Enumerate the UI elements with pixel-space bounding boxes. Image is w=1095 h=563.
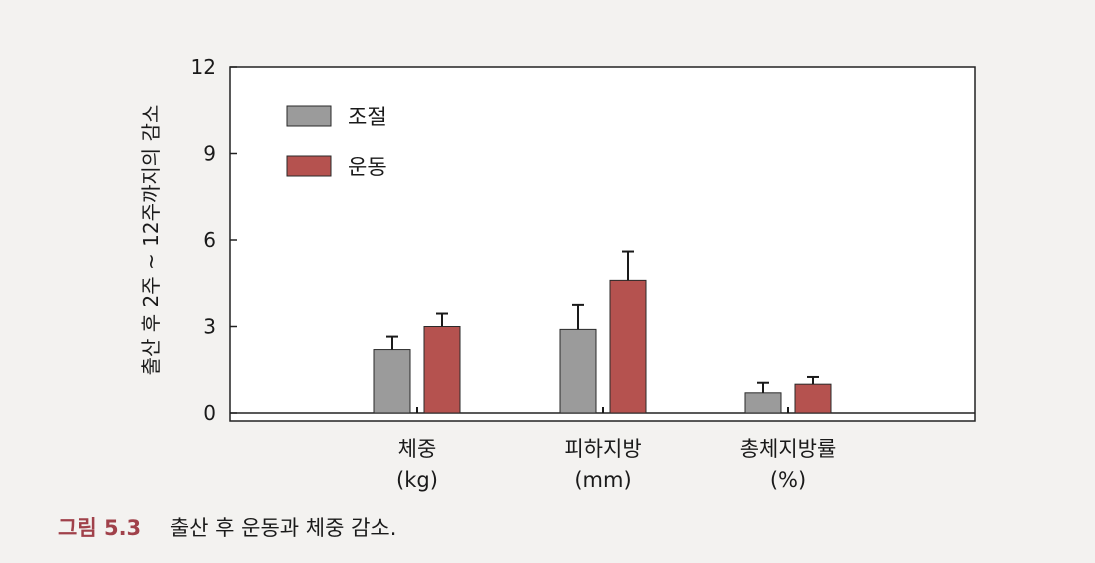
x-tick-label: 체중 [398,437,437,461]
legend-swatch [286,105,332,127]
y-tick-label: 0 [203,401,216,425]
bar-운동 [423,326,461,414]
bar-조절 [559,328,597,414]
x-axis-labels: 체중 (kg) 피하지방 (mm) 총체지방률 (%) [396,437,836,492]
bar-운동 [794,383,832,414]
bars [373,250,832,414]
x-tick-unit: (%) [770,468,806,492]
figure-number: 그림 5.3 [58,516,142,540]
y-tick-label: 12 [191,55,216,79]
figure-caption: 그림 5.3 출산 후 운동과 체중 감소. [58,512,396,542]
x-tick-label: 피하지방 [564,437,641,461]
y-tick-label: 9 [203,142,216,166]
bar-조절 [744,392,782,414]
legend-swatch [286,155,332,177]
y-axis-label: 출산 후 2주 ~ 12주까지의 감소 [139,105,163,376]
legend-label: 조절 [348,105,387,129]
bar-운동 [609,279,647,414]
y-axis: 0 3 6 9 12 [191,55,975,425]
x-tick-unit: (kg) [396,468,438,492]
x-tick-label: 총체지방률 [740,437,837,461]
y-tick-label: 6 [203,228,216,252]
y-tick-label: 3 [203,315,216,339]
legend-label: 운동 [348,155,387,179]
x-tick-unit: (mm) [574,468,631,492]
bar-chart: 0 3 6 9 12 출산 후 2주 ~ 12주까지의 감소 체중 (kg) 피하지방 (mm… [139,55,976,492]
bar-조절 [373,349,411,414]
caption-text: 출산 후 운동과 체중 감소. [169,516,397,540]
plot-frame [229,66,976,422]
